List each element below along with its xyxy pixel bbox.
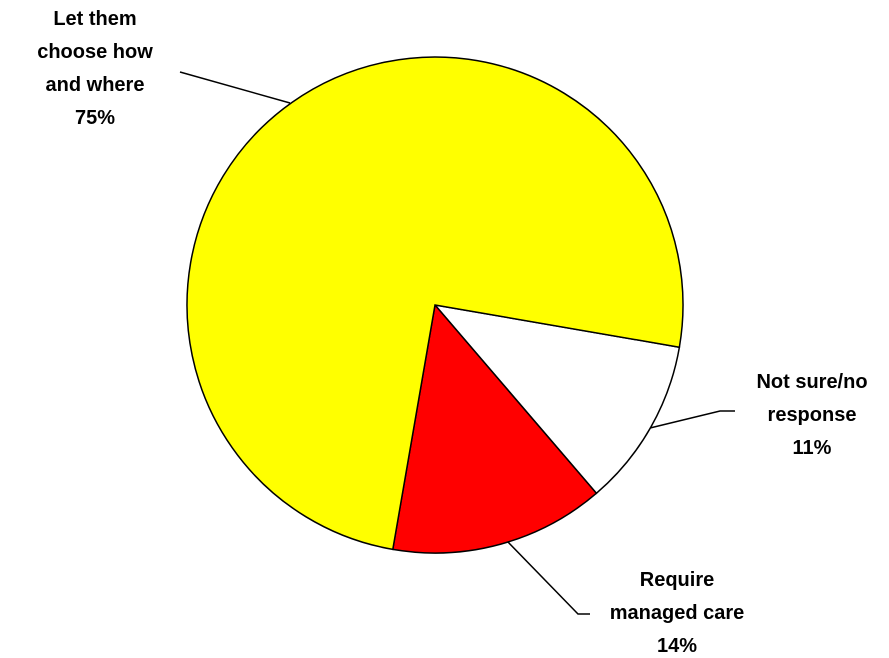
pie-slice <box>186 56 684 551</box>
leader-line <box>179 71 291 104</box>
category-label: Let them choose how and where <box>37 8 153 96</box>
value-label: 11% <box>792 437 832 459</box>
category-label: Not sure/no response <box>756 371 868 426</box>
leader-line <box>649 410 735 429</box>
leader-line <box>507 541 590 615</box>
slice-label: Let them choose how and where 75% <box>30 3 160 135</box>
pie-slice <box>391 303 598 554</box>
value-label: 14% <box>656 635 698 657</box>
slice-label: Require managed care 14% <box>602 564 752 658</box>
category-label: Require managed care <box>609 569 745 624</box>
value-label: 75% <box>74 107 116 129</box>
slice-label: Not sure/no response 11% <box>742 366 882 465</box>
